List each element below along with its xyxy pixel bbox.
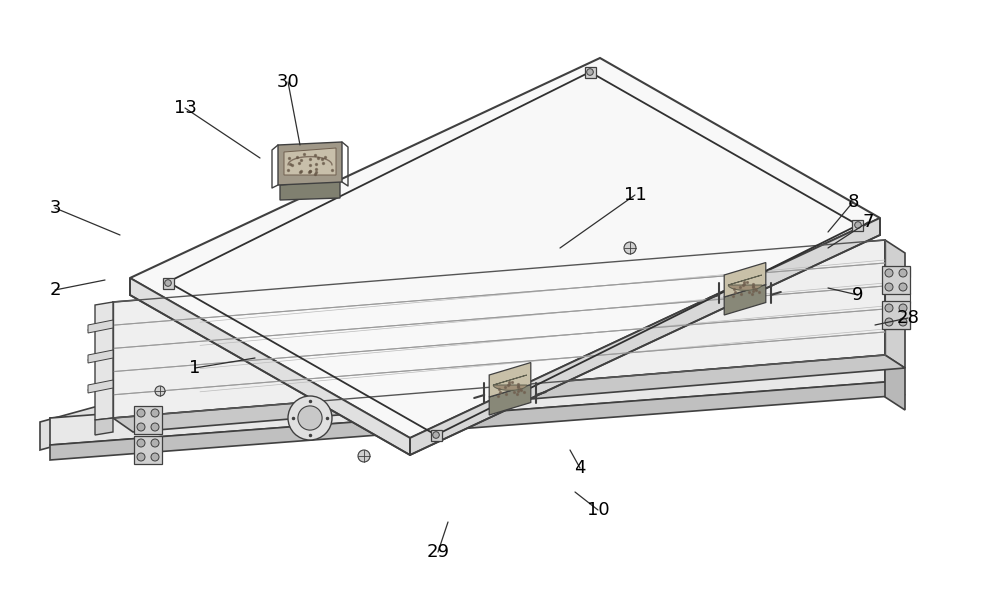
Polygon shape: [882, 301, 910, 329]
Polygon shape: [724, 262, 766, 297]
Polygon shape: [113, 355, 905, 432]
Circle shape: [855, 222, 861, 228]
Polygon shape: [113, 240, 885, 418]
Polygon shape: [134, 436, 162, 464]
Polygon shape: [88, 320, 113, 333]
Text: 10: 10: [587, 501, 609, 519]
Circle shape: [885, 283, 893, 291]
Circle shape: [885, 269, 893, 277]
Circle shape: [587, 68, 593, 76]
Polygon shape: [885, 355, 905, 410]
Polygon shape: [885, 293, 910, 303]
Text: 1: 1: [189, 359, 201, 377]
Text: 29: 29: [426, 543, 450, 561]
Text: 2: 2: [49, 281, 61, 299]
Circle shape: [624, 242, 636, 254]
Text: 7: 7: [862, 213, 874, 231]
Polygon shape: [95, 302, 113, 420]
Polygon shape: [882, 266, 910, 294]
Text: 30: 30: [277, 73, 299, 91]
Polygon shape: [50, 355, 885, 445]
Circle shape: [165, 280, 171, 286]
Polygon shape: [885, 319, 910, 329]
Text: 3: 3: [49, 199, 61, 217]
Circle shape: [899, 318, 907, 326]
Polygon shape: [50, 382, 905, 460]
Text: 9: 9: [852, 286, 864, 304]
Polygon shape: [724, 284, 766, 315]
Polygon shape: [134, 406, 162, 434]
Polygon shape: [88, 350, 113, 363]
Polygon shape: [130, 58, 880, 438]
Bar: [852, 220, 863, 230]
Polygon shape: [493, 375, 527, 390]
Polygon shape: [410, 218, 880, 455]
Circle shape: [358, 450, 370, 462]
Circle shape: [433, 432, 439, 439]
Circle shape: [137, 409, 145, 417]
Circle shape: [151, 453, 159, 461]
Circle shape: [137, 439, 145, 447]
Polygon shape: [280, 180, 340, 200]
Circle shape: [137, 423, 145, 431]
Circle shape: [885, 304, 893, 312]
Circle shape: [151, 409, 159, 417]
Polygon shape: [50, 355, 885, 445]
Polygon shape: [40, 378, 200, 450]
Text: 8: 8: [847, 193, 859, 211]
Circle shape: [155, 386, 165, 396]
Circle shape: [151, 439, 159, 447]
Text: 11: 11: [624, 186, 646, 204]
Circle shape: [298, 406, 322, 430]
Polygon shape: [489, 384, 531, 415]
Polygon shape: [130, 278, 410, 455]
Circle shape: [885, 318, 893, 326]
Circle shape: [151, 423, 159, 431]
Circle shape: [899, 269, 907, 277]
Circle shape: [288, 396, 332, 440]
Bar: [430, 430, 442, 440]
Polygon shape: [284, 148, 336, 175]
Polygon shape: [88, 380, 113, 393]
Circle shape: [137, 453, 145, 461]
Polygon shape: [885, 240, 905, 368]
Polygon shape: [885, 267, 910, 277]
Text: 28: 28: [897, 309, 919, 327]
Polygon shape: [95, 418, 113, 435]
Polygon shape: [278, 142, 342, 185]
Circle shape: [899, 283, 907, 291]
Text: 4: 4: [574, 459, 586, 477]
Bar: [163, 277, 174, 289]
Polygon shape: [728, 275, 762, 290]
Text: 13: 13: [174, 99, 196, 117]
Polygon shape: [489, 362, 531, 397]
Circle shape: [899, 304, 907, 312]
Bar: [584, 67, 596, 77]
